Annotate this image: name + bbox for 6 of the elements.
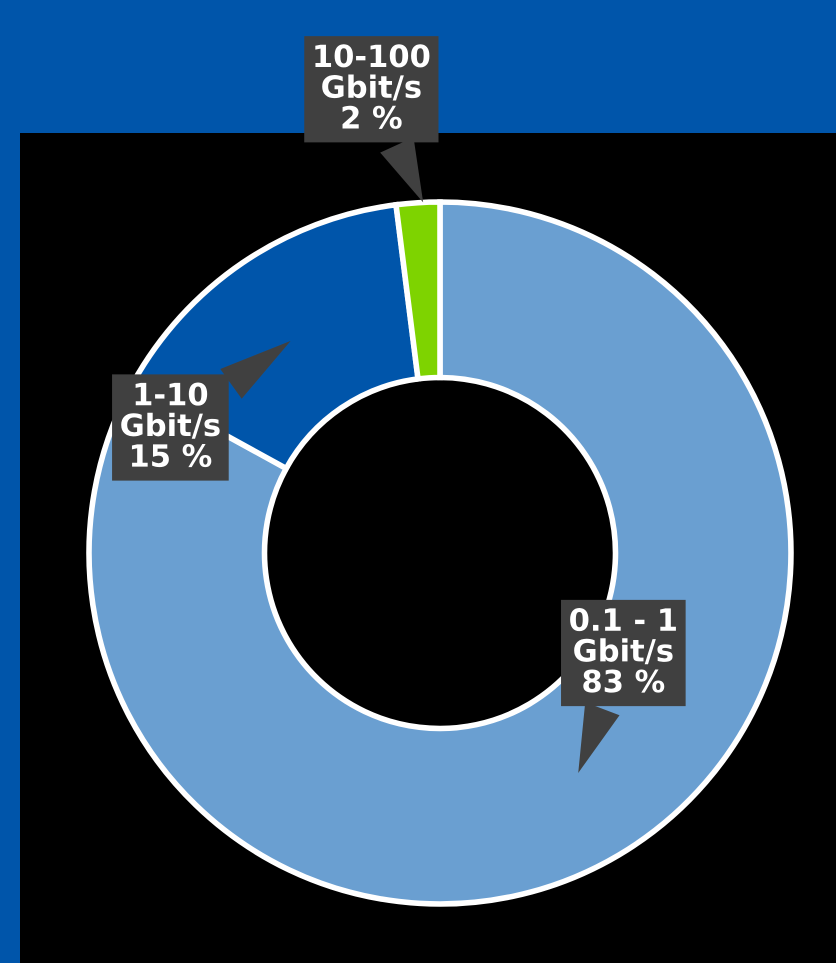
slice-label: 10-100 Gbit/s	[315, 44, 430, 101]
data-label: 83 %	[583, 669, 664, 693]
slice-label: 0.1 - 1 Gbit/s	[570, 608, 676, 664]
data-label: 2 %	[342, 106, 402, 129]
slice-label: 1-10 Gbit/s	[121, 382, 220, 439]
data-label: 15 %	[132, 444, 212, 468]
